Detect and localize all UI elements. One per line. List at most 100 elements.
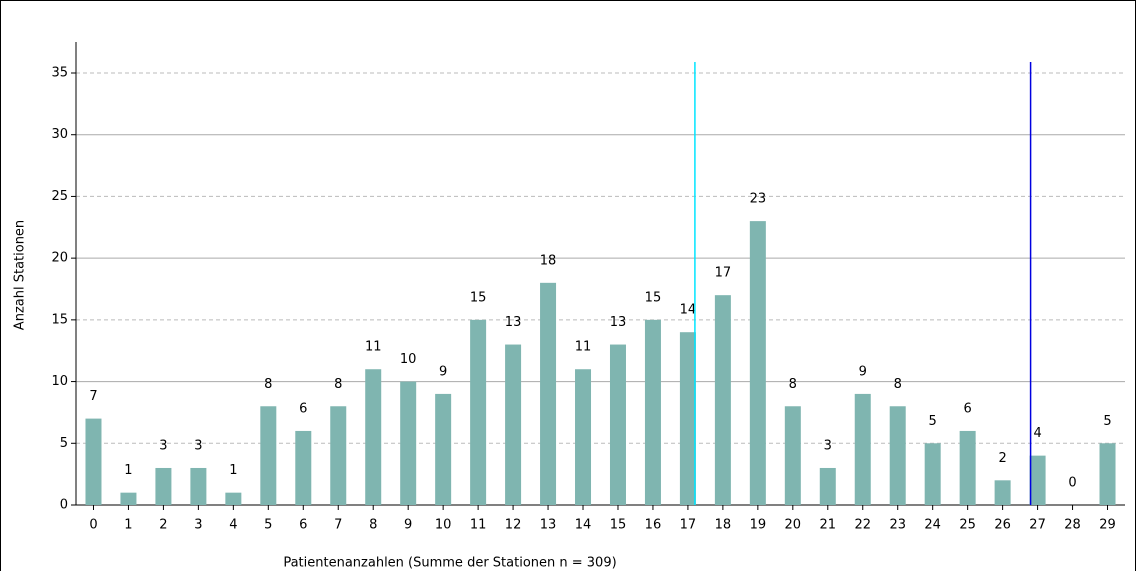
bar	[749, 221, 766, 505]
y-tick-label: 30	[51, 127, 68, 142]
data-label: 8	[789, 377, 797, 392]
x-tick-label: 27	[1029, 518, 1046, 533]
x-tick-label: 18	[715, 518, 732, 533]
x-tick-label: 24	[924, 518, 941, 533]
bar	[120, 492, 137, 505]
x-tick-label: 22	[854, 518, 871, 533]
x-tick-label: 21	[820, 518, 837, 533]
x-tick-label: 23	[889, 518, 906, 533]
y-tick-label: 15	[51, 312, 68, 327]
x-tick-label: 11	[470, 518, 487, 533]
data-label: 3	[194, 438, 202, 453]
data-label: 10	[400, 352, 417, 367]
x-tick-label: 8	[369, 518, 377, 533]
bar	[644, 319, 661, 505]
y-tick-label: 20	[51, 251, 68, 266]
bar	[190, 467, 207, 505]
data-label: 6	[299, 401, 307, 416]
bar	[85, 418, 102, 505]
x-tick-label: 16	[645, 518, 662, 533]
data-label: 11	[365, 340, 382, 355]
bar	[470, 319, 487, 505]
y-tick-label: 25	[51, 189, 68, 204]
bar	[225, 492, 242, 505]
x-tick-label: 5	[264, 518, 272, 533]
bar	[959, 430, 976, 505]
data-label: 18	[540, 253, 557, 268]
data-label: 7	[89, 389, 97, 404]
bar	[435, 393, 452, 505]
bar	[819, 467, 836, 505]
x-tick-label: 13	[540, 518, 557, 533]
data-label: 2	[998, 451, 1006, 466]
bar	[784, 406, 801, 505]
bar	[575, 369, 592, 505]
y-axis-label: Anzahl Stationen	[13, 220, 28, 330]
bar	[260, 406, 277, 505]
data-label: 8	[264, 377, 272, 392]
x-tick-label: 9	[404, 518, 412, 533]
x-tick-label: 4	[229, 518, 237, 533]
data-label: 9	[859, 364, 867, 379]
bar	[679, 332, 696, 505]
x-tick-label: 20	[785, 518, 802, 533]
bar	[889, 406, 906, 505]
x-tick-label: 26	[994, 518, 1011, 533]
x-axis-label: Patientenanzahlen (Summe der Stationen n…	[283, 556, 616, 571]
x-tick-label: 25	[959, 518, 976, 533]
data-label: 9	[439, 364, 447, 379]
x-tick-label: 29	[1099, 518, 1116, 533]
y-tick-label: 0	[60, 498, 68, 513]
x-tick-label: 19	[750, 518, 767, 533]
bar	[505, 344, 522, 505]
bar	[155, 467, 172, 505]
bar	[330, 406, 347, 505]
bar	[924, 443, 941, 505]
data-label: 1	[229, 463, 237, 478]
data-label: 11	[575, 340, 592, 355]
x-tick-label: 6	[299, 518, 307, 533]
data-label: 0	[1068, 476, 1076, 491]
data-label: 3	[159, 438, 167, 453]
x-tick-label: 15	[610, 518, 627, 533]
data-label: 5	[929, 414, 937, 429]
data-label: 1	[124, 463, 132, 478]
data-label: 15	[645, 290, 662, 305]
data-label: 13	[610, 315, 627, 330]
x-tick-label: 1	[124, 518, 132, 533]
x-tick-label: 7	[334, 518, 342, 533]
y-tick-label: 5	[60, 436, 68, 451]
bar	[854, 393, 871, 505]
x-tick-label: 14	[575, 518, 592, 533]
bar	[400, 381, 417, 505]
data-label: 15	[470, 290, 487, 305]
bar	[365, 369, 382, 505]
data-label: 4	[1033, 426, 1041, 441]
data-label: 23	[750, 192, 767, 207]
bar	[295, 430, 312, 505]
x-tick-label: 3	[194, 518, 202, 533]
x-tick-label: 10	[435, 518, 452, 533]
x-tick-label: 0	[89, 518, 97, 533]
bar	[540, 282, 557, 505]
bar	[609, 344, 626, 505]
y-tick-label: 35	[51, 66, 68, 81]
data-label: 8	[334, 377, 342, 392]
y-tick-label: 10	[51, 374, 68, 389]
bar	[714, 295, 731, 505]
x-tick-label: 12	[505, 518, 522, 533]
bar	[994, 480, 1011, 505]
bar	[1029, 455, 1046, 505]
data-label: 6	[964, 401, 972, 416]
x-tick-label: 2	[159, 518, 167, 533]
data-label: 17	[715, 266, 732, 281]
x-tick-label: 28	[1064, 518, 1081, 533]
x-tick-label: 17	[680, 518, 697, 533]
bar	[1099, 443, 1116, 505]
data-label: 14	[680, 303, 697, 318]
data-label: 3	[824, 438, 832, 453]
data-label: 8	[894, 377, 902, 392]
data-label: 5	[1103, 414, 1111, 429]
